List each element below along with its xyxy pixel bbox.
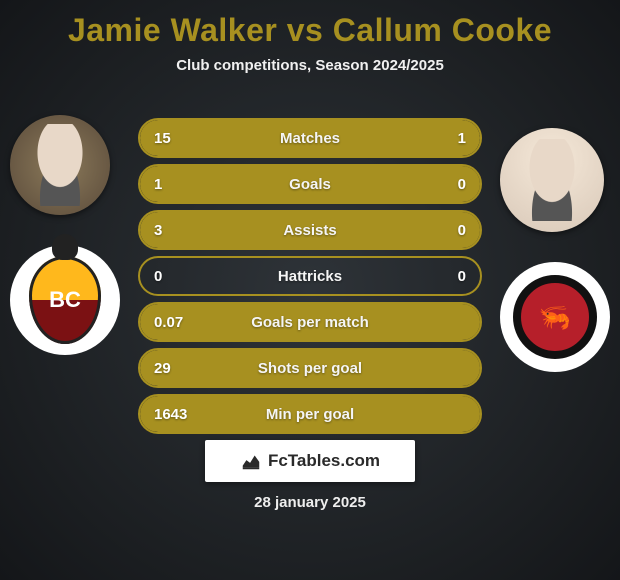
player2-avatar xyxy=(500,128,604,232)
stat-row-goals-per-match: 0.07Goals per match xyxy=(138,302,482,342)
value-left: 29 xyxy=(140,360,210,377)
club1-initials: BC xyxy=(49,287,81,313)
date-label: 28 january 2025 xyxy=(0,494,620,511)
player2-club-badge: 🦐 xyxy=(500,262,610,372)
metric-label: Shots per goal xyxy=(210,360,410,377)
player1-avatar xyxy=(10,115,110,215)
value-right: 1 xyxy=(410,130,480,147)
club2-shield: 🦐 xyxy=(513,275,597,359)
footer-text: FcTables.com xyxy=(268,451,380,471)
value-left: 0.07 xyxy=(140,314,210,331)
metric-label: Goals per match xyxy=(210,314,410,331)
stat-row-hattricks: 0Hattricks0 xyxy=(138,256,482,296)
value-left: 15 xyxy=(140,130,210,147)
player1-name: Jamie Walker xyxy=(68,12,277,48)
left-column: BC xyxy=(10,115,120,355)
stat-row-shots-per-goal: 29Shots per goal xyxy=(138,348,482,388)
stat-row-min-per-goal: 1643Min per goal xyxy=(138,394,482,434)
player1-club-badge: BC xyxy=(10,245,120,355)
footer-badge: FcTables.com xyxy=(205,440,415,482)
stat-row-matches: 15Matches1 xyxy=(138,118,482,158)
value-right: 0 xyxy=(410,222,480,239)
metric-label: Matches xyxy=(210,130,410,147)
chart-icon xyxy=(240,450,262,472)
comparison-title: Jamie Walker vs Callum Cooke xyxy=(0,0,620,49)
metric-label: Hattricks xyxy=(210,268,410,285)
player2-name: Callum Cooke xyxy=(333,12,552,48)
value-left: 3 xyxy=(140,222,210,239)
value-right: 0 xyxy=(410,268,480,285)
value-left: 1643 xyxy=(140,406,210,423)
stat-row-assists: 3Assists0 xyxy=(138,210,482,250)
metric-label: Goals xyxy=(210,176,410,193)
right-column: 🦐 xyxy=(500,128,610,372)
club1-shield: BC xyxy=(29,256,101,344)
metric-label: Min per goal xyxy=(210,406,410,423)
vs-label: vs xyxy=(277,12,332,48)
value-right: 0 xyxy=(410,176,480,193)
stat-rows: 15Matches11Goals03Assists00Hattricks00.0… xyxy=(138,118,482,434)
value-left: 0 xyxy=(140,268,210,285)
stat-row-goals: 1Goals0 xyxy=(138,164,482,204)
value-left: 1 xyxy=(140,176,210,193)
club2-icon: 🦐 xyxy=(539,302,571,333)
subtitle: Club competitions, Season 2024/2025 xyxy=(0,57,620,74)
metric-label: Assists xyxy=(210,222,410,239)
